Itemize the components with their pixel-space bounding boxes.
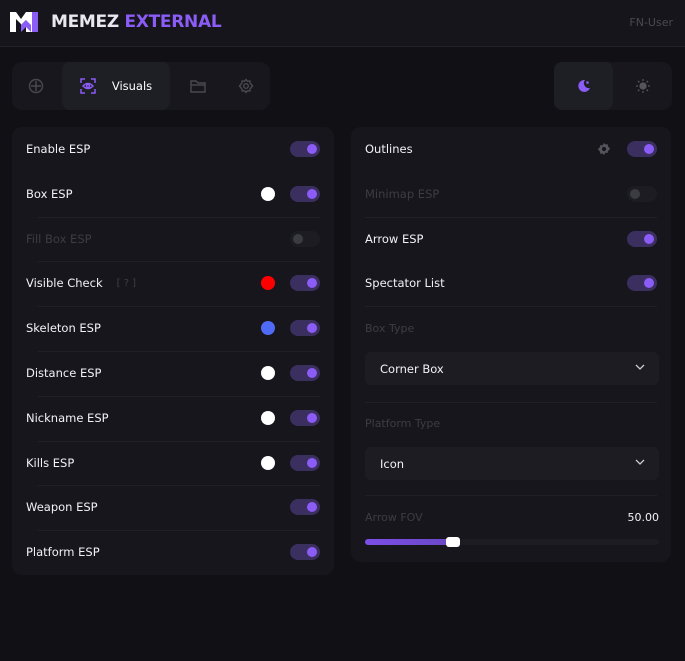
- setting-skeleton-esp: Skeleton ESP: [26, 318, 320, 338]
- setting-visible-check: Visible Check [ ? ]: [26, 273, 320, 293]
- setting-enable-esp: Enable ESP: [26, 139, 320, 159]
- toggle-switch[interactable]: [290, 230, 320, 247]
- esp-panel: Enable ESP Box ESP Fill Box ESP Visible Che…: [12, 127, 334, 575]
- logo-icon: [10, 12, 38, 32]
- light-theme-button[interactable]: [613, 62, 672, 110]
- color-picker[interactable]: [261, 186, 275, 201]
- setting-label: Spectator List: [365, 276, 445, 290]
- setting-label: Visible Check: [26, 276, 103, 291]
- eye-scan-icon: [80, 78, 96, 94]
- arrow-fov-slider[interactable]: [365, 537, 659, 547]
- divider: [38, 216, 320, 218]
- toggle-switch[interactable]: [290, 320, 320, 337]
- setting-distance-esp: Distance ESP: [26, 363, 320, 383]
- header: MEMEZ EXTERNAL FN-User: [0, 0, 685, 47]
- slider-thumb[interactable]: [446, 537, 461, 547]
- platform-type-label: Platform Type: [365, 417, 441, 430]
- toggle-switch[interactable]: [627, 141, 657, 157]
- toggle-switch[interactable]: [627, 186, 657, 202]
- platform-type-dropdown[interactable]: Icon: [365, 447, 659, 480]
- divider: [38, 261, 320, 263]
- setting-label: Fill Box ESP: [26, 231, 92, 246]
- tab-visuals[interactable]: Visuals: [62, 62, 170, 110]
- moon-icon: [577, 79, 590, 92]
- setting-label: Box ESP: [26, 186, 73, 201]
- setting-label: Distance ESP: [26, 366, 102, 380]
- setting-platform-esp: Platform ESP: [26, 542, 320, 562]
- setting-weapon-esp: Weapon ESP: [26, 497, 320, 517]
- tab-label: Visuals: [111, 79, 153, 93]
- arrow-fov-label: Arrow FOV: [365, 511, 423, 524]
- setting-kills-esp: Kills ESP: [26, 453, 320, 473]
- setting-arrow-esp: Arrow ESP: [365, 229, 657, 249]
- toggle-switch[interactable]: [290, 365, 320, 381]
- toggle-switch[interactable]: [290, 141, 320, 157]
- setting-label: Outlines: [365, 142, 413, 156]
- app-title: MEMEZ EXTERNAL: [51, 12, 222, 32]
- toggle-switch[interactable]: [290, 499, 320, 516]
- chevron-down-icon: [635, 364, 645, 370]
- box-type-value: Corner Box: [380, 361, 444, 376]
- box-type-label: Box Type: [365, 322, 415, 335]
- sun-icon: [635, 79, 650, 93]
- color-picker[interactable]: [261, 366, 275, 380]
- tab-aimbot[interactable]: [12, 62, 60, 110]
- divider: [38, 440, 320, 442]
- setting-label: Nickname ESP: [26, 410, 109, 425]
- platform-type-value: Icon: [380, 456, 405, 471]
- arrow-fov-value: 50.00: [627, 511, 660, 524]
- divider: [38, 395, 320, 397]
- toggle-switch[interactable]: [627, 275, 657, 291]
- slider-fill: [365, 539, 454, 545]
- divider: [38, 485, 320, 487]
- setting-spectator-list: Spectator List: [365, 273, 657, 293]
- setting-nickname-esp: Nickname ESP: [26, 408, 320, 428]
- help-hint[interactable]: [ ? ]: [116, 277, 137, 289]
- divider: [38, 351, 320, 352]
- toggle-switch[interactable]: [290, 185, 320, 202]
- setting-fill-box-esp: Fill Box ESP: [26, 229, 320, 249]
- color-picker[interactable]: [261, 455, 275, 470]
- setting-minimap-esp: Minimap ESP: [365, 184, 657, 204]
- toggle-switch[interactable]: [290, 454, 320, 471]
- extras-panel: Box Type Corner Box Platform Type Icon A…: [351, 127, 671, 562]
- setting-label: Enable ESP: [26, 142, 91, 156]
- toggle-switch[interactable]: [290, 544, 320, 561]
- chevron-down-icon: [635, 459, 645, 465]
- divider: [38, 530, 320, 532]
- setting-label: Arrow ESP: [365, 232, 424, 246]
- folder-icon: [190, 80, 206, 93]
- theme-switcher: [554, 62, 672, 110]
- setting-label: Minimap ESP: [365, 187, 440, 201]
- setting-label: Skeleton ESP: [26, 321, 101, 336]
- username: FN-User: [629, 16, 673, 29]
- tab-settings[interactable]: [222, 62, 270, 110]
- color-picker[interactable]: [261, 276, 275, 291]
- divider: [38, 306, 320, 308]
- setting-box-esp: Box ESP: [26, 184, 320, 204]
- box-type-dropdown[interactable]: Corner Box: [365, 352, 659, 385]
- setting-label: Platform ESP: [26, 545, 100, 560]
- tab-bar: Visuals: [12, 62, 270, 110]
- setting-label: Weapon ESP: [26, 500, 98, 515]
- dark-theme-button[interactable]: [554, 62, 613, 110]
- tab-configs[interactable]: [174, 62, 222, 110]
- color-picker[interactable]: [261, 410, 275, 425]
- setting-label: Kills ESP: [26, 455, 75, 470]
- toggle-switch[interactable]: [290, 409, 320, 426]
- gear-icon[interactable]: [597, 142, 611, 156]
- toggle-switch[interactable]: [290, 275, 320, 292]
- color-picker[interactable]: [261, 321, 275, 336]
- toggle-switch[interactable]: [627, 231, 657, 247]
- gear-icon: [238, 78, 254, 94]
- crosshair-icon: [28, 78, 44, 94]
- setting-outlines: Outlines: [365, 139, 657, 159]
